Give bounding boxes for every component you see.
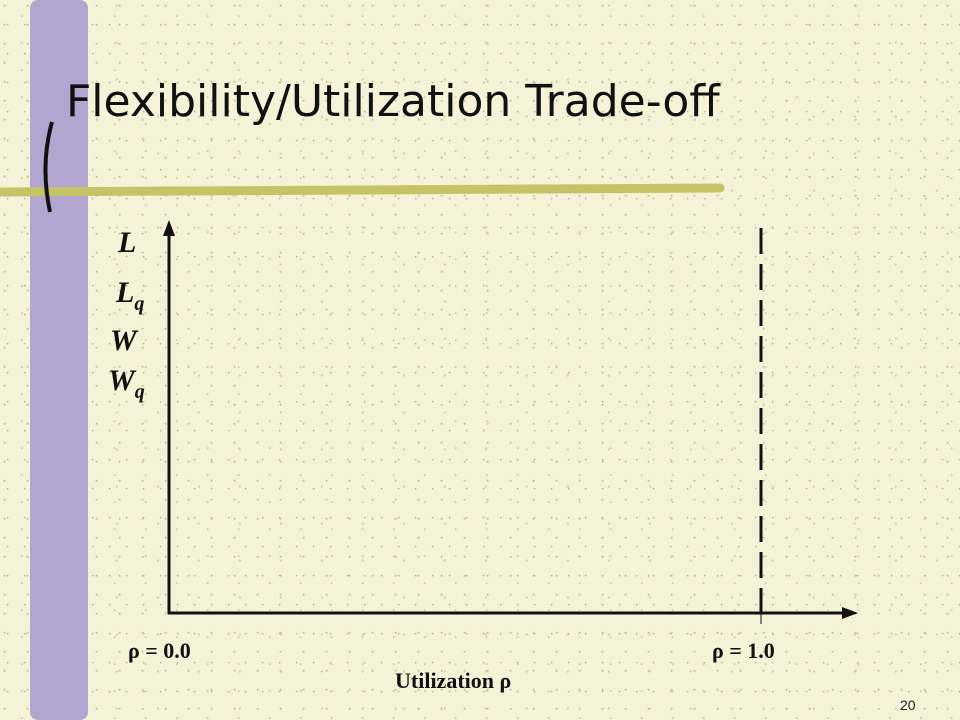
rule-line	[0, 183, 725, 197]
y-label: W	[110, 324, 139, 357]
y-arrow	[163, 220, 175, 236]
bracket	[43, 121, 54, 213]
title: Flexibility/Utilization Trade-off	[66, 76, 721, 127]
x-axis-title: Utilization ρ	[395, 668, 511, 693]
label-base: W	[110, 324, 139, 357]
x-label-right: ρ = 1.0	[712, 638, 775, 663]
label-sub: q	[134, 293, 144, 315]
label-base: W	[108, 364, 137, 397]
label-base: L	[115, 276, 134, 309]
y-label: Wq	[108, 364, 145, 403]
y-label: L	[117, 226, 136, 259]
x-arrow	[842, 607, 858, 619]
label-base: L	[117, 226, 136, 259]
x-label-left: ρ = 0.0	[128, 638, 191, 663]
y-label: Lq	[115, 276, 144, 315]
label-sub: q	[135, 381, 145, 403]
page-number: 20	[900, 697, 916, 713]
